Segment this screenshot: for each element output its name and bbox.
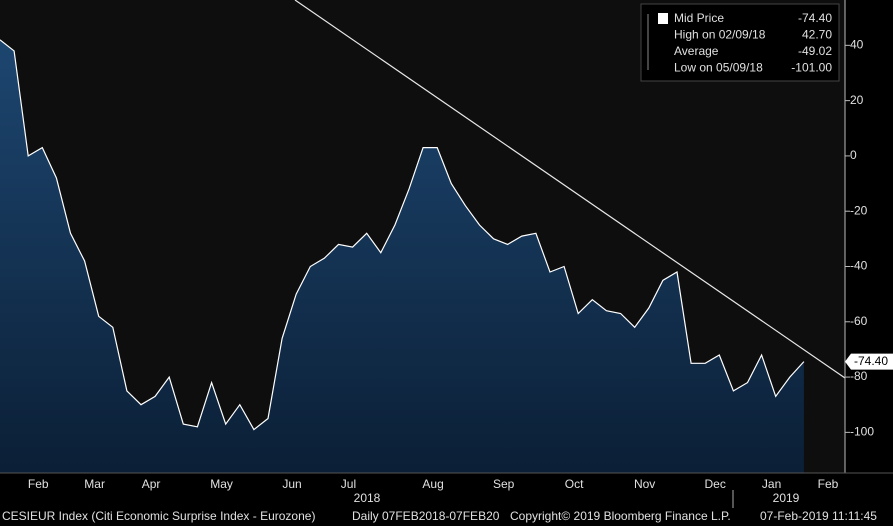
x-tick-label: Oct: [565, 477, 584, 491]
x-tick-label: Apr: [142, 477, 161, 491]
y-tick-label: -20: [850, 203, 868, 217]
x-tick-label: Jan: [762, 477, 781, 491]
legend-box: [640, 3, 840, 82]
legend-value: -101.00: [791, 61, 832, 75]
x-tick-label: Dec: [705, 477, 726, 491]
x-tick-label: Nov: [634, 477, 655, 491]
year-label: 2019: [773, 491, 800, 505]
y-tick-label: -60: [850, 314, 868, 328]
area: [0, 39, 804, 474]
trend-line: [294, 0, 846, 379]
legend-name: Average: [674, 44, 719, 58]
footer-bar: [0, 508, 893, 526]
x-tick-label: May: [210, 477, 233, 491]
last-value-label: -74.40: [854, 354, 888, 368]
x-tick-label: Mar: [84, 477, 105, 491]
legend-value: -49.02: [798, 44, 832, 58]
y-tick-label: 0: [850, 148, 857, 162]
legend-name: Low on 05/09/18: [674, 61, 763, 75]
legend-name: Mid Price: [674, 11, 724, 25]
legend-swatch: [658, 13, 668, 24]
x-tick-label: Sep: [493, 477, 515, 491]
footer-text: Copyright© 2019 Bloomberg Finance L.P.: [510, 509, 731, 523]
footer-text: 07-Feb-2019 11:11:45: [760, 509, 877, 523]
year-label: 2018: [354, 491, 381, 505]
x-tick-label: Feb: [28, 477, 49, 491]
last-value-tag: [845, 353, 893, 370]
legend-value: -74.40: [798, 11, 832, 25]
line: [0, 39, 805, 431]
x-tick-label: Jun: [282, 477, 301, 491]
legend-value: 42.70: [802, 28, 832, 42]
y-tick-label: 20: [850, 93, 864, 107]
y-tick-label: -80: [850, 369, 868, 383]
x-tick-label: Aug: [422, 477, 443, 491]
footer-text: CESIEUR Index (Citi Economic Surprise In…: [2, 509, 315, 523]
x-tick-label: Jul: [341, 477, 356, 491]
y-tick-label: 40: [850, 38, 864, 52]
y-tick-label: -100: [850, 425, 874, 439]
legend-name: High on 02/09/18: [674, 28, 766, 42]
y-tick-label: -40: [850, 259, 868, 273]
footer-text: Daily 07FEB2018-07FEB20: [352, 509, 500, 523]
x-tick-label: Feb: [818, 477, 839, 491]
